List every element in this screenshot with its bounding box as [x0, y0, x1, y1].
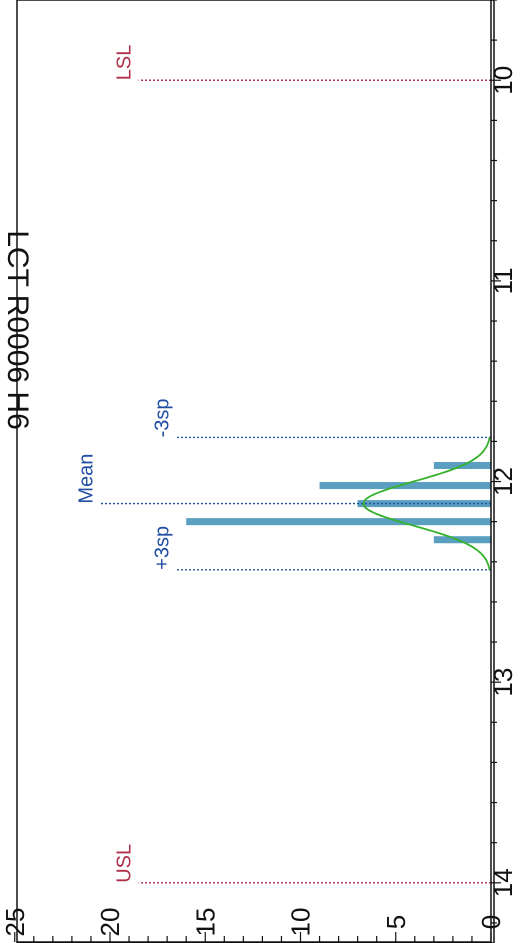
normal-curve	[362, 437, 491, 570]
reference-lines-group: LSL USL -3sp Mean +3sp	[75, 45, 491, 884]
y-tick-label: 20	[95, 908, 125, 937]
y-tick-label: 0	[476, 915, 506, 929]
x-tick-label: 13	[488, 668, 518, 697]
reference-label-3sp: -3sp	[152, 398, 174, 437]
bar	[319, 482, 491, 490]
y-axis: 0 5 10 15 20 25	[0, 908, 506, 943]
bar	[433, 536, 491, 544]
x-tick-label: 12	[488, 467, 518, 496]
y-tick-label: 10	[286, 908, 316, 937]
bar	[357, 500, 491, 508]
x-tick-label: 10	[488, 66, 518, 95]
y-tick-label: 5	[381, 915, 411, 929]
x-tick-label: 14	[488, 868, 518, 897]
reference-label-lsl: LSL	[114, 45, 136, 81]
plot-frame	[16, 0, 495, 943]
x-tick-label: 11	[488, 267, 518, 294]
y-tick-label: 15	[190, 908, 220, 937]
bars-group	[186, 461, 491, 544]
y-tick-label: 25	[0, 908, 30, 937]
reference-label-3sp: +3sp	[152, 526, 174, 570]
bar	[186, 518, 491, 526]
reference-label-usl: USL	[114, 844, 136, 883]
normal-curve-group	[362, 437, 491, 570]
reference-label-mean: Mean	[75, 454, 97, 504]
chart-title: LCT R0006 H6	[1, 230, 34, 430]
x-axis: 10 11 12 13 14	[488, 0, 518, 943]
